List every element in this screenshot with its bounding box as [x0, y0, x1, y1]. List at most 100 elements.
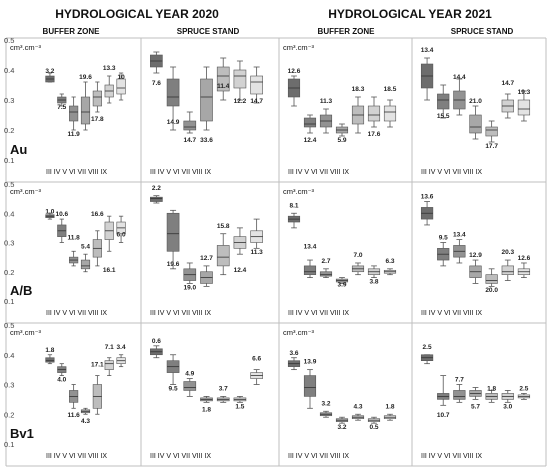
cv-label: 11.3: [320, 98, 333, 105]
cv-label: 2.5: [519, 385, 528, 392]
year-title-2021: HYDROLOGICAL YEAR 2021: [328, 7, 492, 21]
box-VI: [80, 259, 91, 270]
cv-label: 4.0: [57, 377, 66, 384]
cv-label: 13.3: [103, 65, 116, 72]
y-tick-label: 0.1: [4, 440, 14, 449]
cv-label: 2.7: [321, 258, 330, 265]
cv-label: 19.0: [183, 284, 196, 291]
box-IX: [250, 75, 263, 95]
cv-label: 7.0: [353, 252, 362, 259]
cv-label: 11.6: [67, 412, 80, 419]
cv-label: 19.6: [79, 74, 92, 81]
box-IV: [303, 117, 317, 128]
cv-label: 13.4: [421, 47, 434, 54]
year-title-2020: HYDROLOGICAL YEAR 2020: [55, 7, 219, 21]
box-V: [183, 120, 197, 131]
cv-label: 14.4: [453, 74, 466, 81]
cv-label: 5.9: [337, 137, 346, 144]
cv-label: 3.7: [219, 385, 228, 392]
cv-label: 10.7: [437, 412, 450, 419]
y-tick-label: 0.2: [4, 268, 14, 277]
month-axis-labels: III IV V VI VII VIII IX: [46, 310, 107, 317]
cv-label: 11.4: [217, 83, 230, 90]
y-tick-label: 0.3: [4, 381, 14, 390]
cv-label: 17.1: [91, 362, 104, 369]
box-VIII: [104, 360, 114, 370]
cv-label: 8.1: [289, 202, 298, 209]
y-tick-label: 0.4: [4, 351, 14, 360]
cv-label: 12.2: [234, 98, 247, 105]
site-title-buffer-2021: BUFFER ZONE: [318, 27, 376, 36]
cv-label: 1.8: [385, 403, 394, 410]
month-axis-labels: III IV V VI VII VIII IX: [46, 169, 107, 176]
y-tick-label: 0.3: [4, 239, 14, 248]
unit-label: cm³.cm⁻³: [283, 187, 315, 196]
month-axis-labels: III IV V VI VII VIII IX: [288, 169, 349, 176]
chart-marks: 0.50.40.30.20.1Au0.50.40.30.20.1A/B0.50.…: [4, 36, 531, 460]
unit-label: cm³.cm⁻³: [283, 43, 315, 52]
cv-label: 21.0: [469, 98, 482, 105]
box-IV: [303, 265, 317, 275]
box-VII: [92, 90, 102, 107]
box-VI: [469, 114, 482, 134]
cv-label: 2.2: [152, 185, 161, 192]
horizon-label-1: A/B: [10, 283, 32, 298]
cv-label: 10: [117, 74, 125, 81]
month-axis-labels: III IV V VI VII VIII IX: [421, 169, 482, 176]
cv-label: 11.8: [67, 235, 80, 242]
cv-label: 19.6: [167, 261, 180, 268]
cv-label: 14.7: [183, 137, 196, 144]
box-VIII: [501, 265, 514, 275]
cv-label: 10.6: [55, 211, 68, 218]
month-axis-labels: III IV V VI VII VIII IX: [421, 310, 482, 317]
box-III: [45, 357, 55, 363]
box-VI: [200, 78, 213, 122]
cv-label: 1.8: [45, 347, 54, 354]
month-axis-labels: III IV V VI VII VIII IX: [421, 453, 482, 460]
cv-label: 7.1: [105, 344, 114, 351]
site-title-spruce-2021: SPRUCE STAND: [451, 27, 514, 36]
cv-label: 4.3: [81, 418, 90, 425]
unit-label: cm³.cm⁻³: [283, 328, 315, 337]
y-tick-label: 0.2: [4, 410, 14, 419]
cv-label: 1.0: [45, 208, 54, 215]
cv-label: 33.6: [200, 137, 213, 144]
month-axis-labels: III IV V VI VII VIII IX: [150, 310, 211, 317]
cv-label: 12.4: [304, 137, 317, 144]
box-V: [319, 271, 333, 277]
cv-label: 4.9: [185, 371, 194, 378]
site-title-spruce-2020: SPRUCE STAND: [177, 27, 240, 36]
y-tick-label: 0.4: [4, 66, 14, 75]
cv-label: 9.5: [439, 235, 448, 242]
cv-label: 15.5: [437, 113, 450, 120]
box-VIII: [233, 69, 247, 89]
cv-label: 17.6: [368, 131, 381, 138]
cv-label: 20.0: [485, 287, 498, 294]
y-tick-label: 0.1: [4, 156, 14, 165]
month-axis-labels: III IV V VI VII VIII IX: [46, 453, 107, 460]
cv-label: 3.4: [117, 344, 126, 351]
month-axis-labels: III IV V VI VII VIII IX: [288, 310, 349, 317]
cv-label: 3.2: [321, 400, 330, 407]
cv-label: 9.5: [169, 385, 178, 392]
cv-label: 20.3: [501, 249, 514, 256]
cv-label: 1.8: [202, 406, 211, 413]
cv-label: 2.5: [423, 344, 432, 351]
site-title-buffer-2020: BUFFER ZONE: [43, 27, 101, 36]
cv-label: 5.4: [81, 243, 90, 250]
box-VII: [485, 274, 498, 284]
cv-label: 3.2: [337, 424, 346, 431]
cv-label: 6.3: [385, 258, 394, 265]
cv-label: 19.3: [518, 89, 531, 96]
y-tick-label: 0.5: [4, 321, 14, 330]
cv-label: 5.7: [471, 403, 480, 410]
box-VII: [485, 126, 498, 137]
month-axis-labels: III IV V VI VII VIII IX: [150, 169, 211, 176]
cv-label: 4.3: [353, 403, 362, 410]
cv-label: 13.9: [304, 359, 317, 366]
cv-label: 7.7: [455, 377, 464, 384]
cv-label: 0.6: [152, 338, 161, 345]
cv-label: 0.5: [369, 424, 378, 431]
box-IX: [383, 105, 397, 122]
